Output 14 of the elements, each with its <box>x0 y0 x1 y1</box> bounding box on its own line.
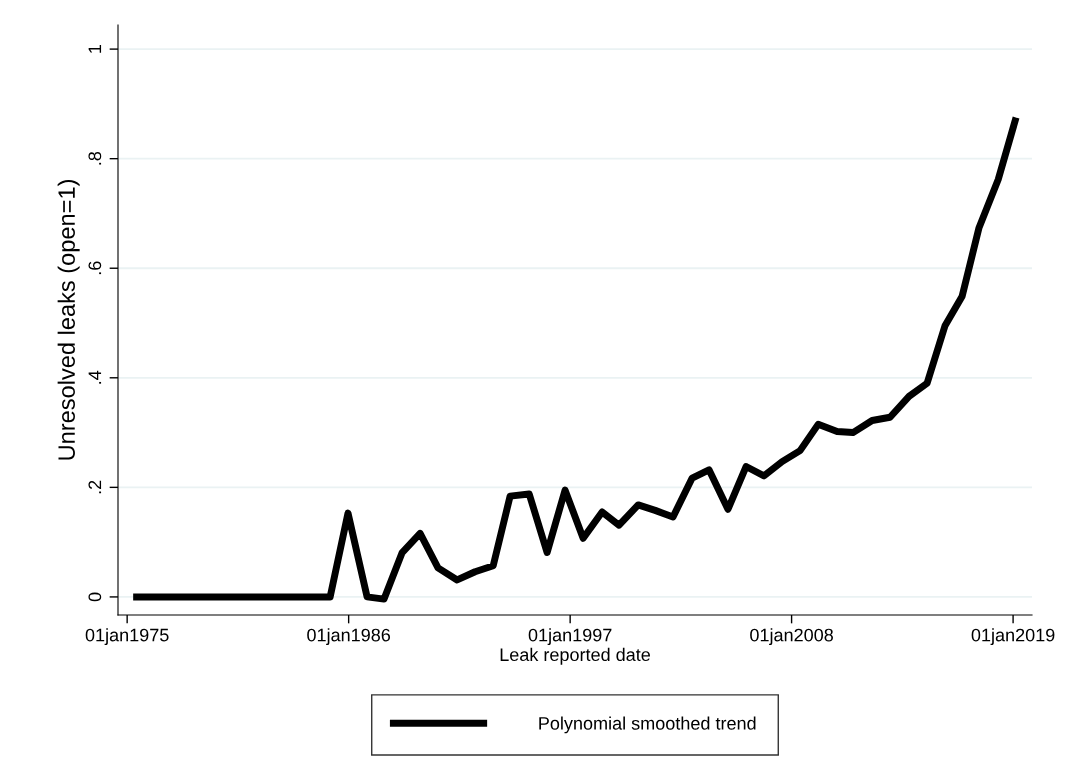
x-tick-label: 01jan1986 <box>307 628 391 646</box>
y-tick-label: 0 <box>88 592 102 602</box>
x-axis-title: Leak reported date <box>500 647 650 665</box>
x-tick-label: 01jan1975 <box>85 628 169 646</box>
x-tick-label: 01jan1997 <box>528 628 612 646</box>
text: Polynomial smoothed trend <box>539 716 756 734</box>
y-tick-label: .2 <box>88 480 102 494</box>
y-tick-label: .8 <box>88 151 102 165</box>
y-tick-label: 1 <box>88 44 102 53</box>
y-tick-label: .6 <box>88 261 102 275</box>
y-tick-label: .4 <box>88 370 102 384</box>
x-tick-label: 01jan2008 <box>750 628 833 646</box>
y-axis-title: Unresolved leaks (open=1) <box>57 180 80 460</box>
x-tick-label: 01jan2019 <box>971 628 1055 646</box>
